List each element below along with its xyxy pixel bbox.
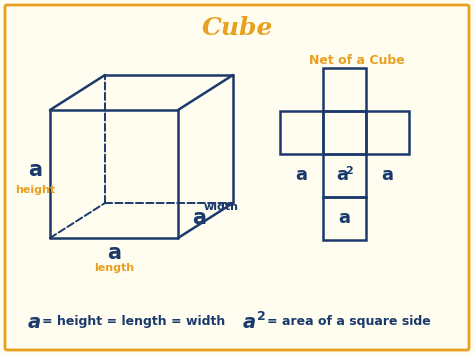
Text: a: a [28, 312, 41, 332]
Bar [280, 111, 323, 154]
Text: a: a [192, 208, 206, 228]
Text: Cube: Cube [201, 16, 273, 40]
Bar [323, 197, 366, 240]
Text: = area of a square side: = area of a square side [267, 316, 431, 328]
Bar [366, 111, 409, 154]
Text: a: a [338, 209, 350, 227]
Text: a: a [28, 160, 42, 180]
Text: length: length [94, 263, 134, 273]
Bar [323, 68, 366, 111]
Text: 2: 2 [345, 166, 353, 176]
Text: = height = length = width: = height = length = width [42, 316, 225, 328]
Text: a: a [243, 312, 256, 332]
Text: Net of a Cube: Net of a Cube [309, 54, 405, 66]
Text: 2: 2 [257, 311, 266, 323]
Bar [323, 154, 366, 197]
Text: a: a [381, 166, 393, 184]
FancyBboxPatch shape [5, 5, 469, 350]
Text: width: width [204, 202, 239, 212]
Text: a: a [295, 166, 307, 184]
Text: a: a [107, 243, 121, 263]
Text: height: height [15, 185, 55, 195]
Text: a: a [336, 166, 348, 184]
Bar [323, 111, 366, 154]
